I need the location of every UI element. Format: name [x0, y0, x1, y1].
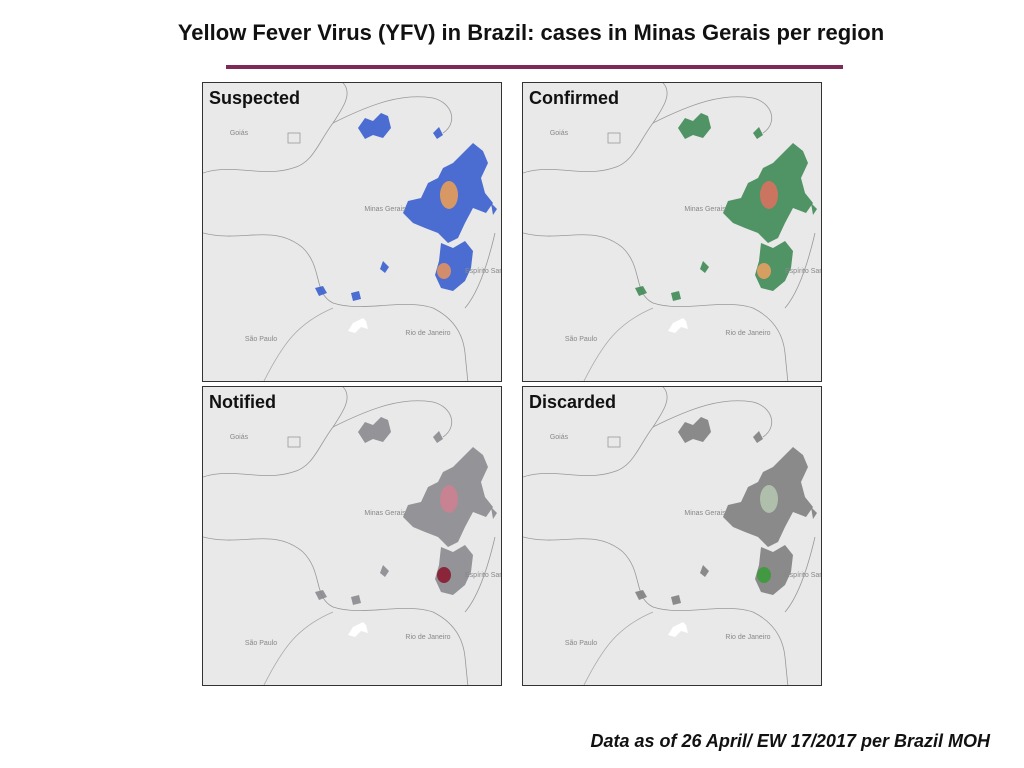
place-label: Minas Gerais — [684, 206, 726, 213]
place-label: Goiás — [230, 434, 249, 441]
panel-label: Notified — [209, 392, 276, 412]
panel-label: Discarded — [529, 392, 617, 412]
place-label: Espírito Santo — [785, 572, 821, 579]
place-label: Goiás — [230, 130, 249, 137]
title-rule — [226, 65, 843, 69]
place-label: São Paulo — [245, 640, 277, 647]
hotspot — [440, 181, 458, 209]
map: Goiás Minas Gerais Espírito Santo São Paulo… — [203, 387, 501, 685]
place-label: Minas Gerais — [364, 206, 406, 213]
map-panel: Goiás Minas Gerais Espírito Santo São Paulo… — [522, 386, 822, 686]
hotspot — [437, 263, 451, 279]
place-label: Rio de Janeiro — [725, 634, 770, 641]
place-label: Rio de Janeiro — [725, 330, 770, 337]
place-label: São Paulo — [245, 336, 277, 343]
map-panel: Goiás Minas Gerais Espírito Santo São Paulo… — [202, 386, 502, 686]
place-label: Goiás — [550, 434, 569, 441]
slide-title: Yellow Fever Virus (YFV) in Brazil: case… — [177, 20, 885, 45]
hotspot — [760, 485, 778, 513]
place-label: Espírito Santo — [465, 268, 501, 275]
place-label: São Paulo — [565, 336, 597, 343]
map-panel: Goiás Minas Gerais Espírito Santo São Paulo… — [522, 82, 822, 382]
hotspot — [757, 567, 771, 583]
footnote: Data as of 26 April/ EW 17/2017 per Braz… — [590, 731, 990, 751]
place-label: Minas Gerais — [684, 510, 726, 517]
map: Goiás Minas Gerais Espírito Santo São Paulo… — [203, 83, 501, 381]
place-label: Rio de Janeiro — [405, 330, 450, 337]
panel-label: Suspected — [209, 88, 301, 108]
hotspot — [757, 263, 771, 279]
map-panel: Goiás Minas Gerais Espírito Santo São Paulo… — [202, 82, 502, 382]
place-label: Espírito Santo — [785, 268, 821, 275]
map: Goiás Minas Gerais Espírito Santo São Paulo… — [523, 387, 821, 685]
hotspot — [440, 485, 458, 513]
place-label: Goiás — [550, 130, 569, 137]
hotspot — [437, 567, 451, 583]
hotspot — [760, 181, 778, 209]
place-label: Espírito Santo — [465, 572, 501, 579]
panel-label: Confirmed — [529, 88, 619, 108]
place-label: Minas Gerais — [364, 510, 406, 517]
place-label: São Paulo — [565, 640, 597, 647]
place-label: Rio de Janeiro — [405, 634, 450, 641]
map: Goiás Minas Gerais Espírito Santo São Paulo… — [523, 83, 821, 381]
